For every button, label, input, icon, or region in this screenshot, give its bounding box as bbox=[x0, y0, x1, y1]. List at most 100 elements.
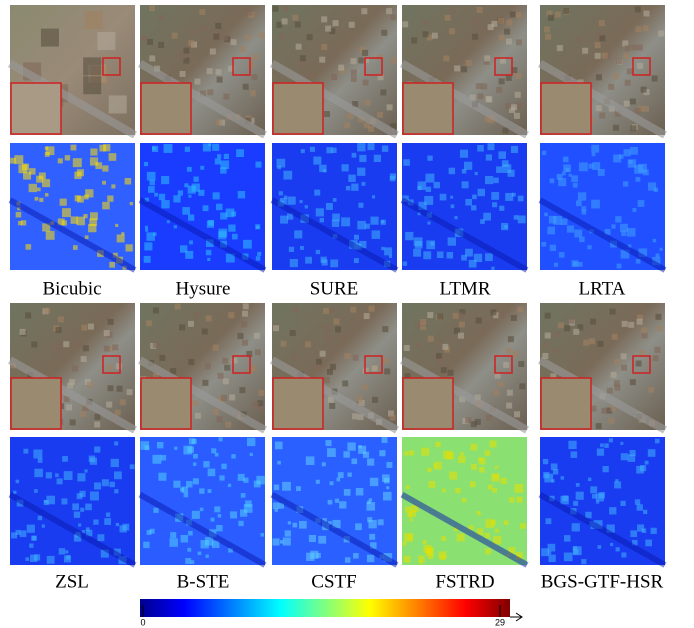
error-speck bbox=[457, 533, 465, 541]
texture bbox=[153, 307, 159, 313]
error-speck bbox=[347, 442, 355, 450]
error-map bbox=[140, 143, 265, 270]
error-speck bbox=[38, 458, 43, 463]
error-speck bbox=[460, 150, 468, 158]
error-speck bbox=[143, 542, 149, 548]
texture bbox=[557, 45, 563, 51]
texture bbox=[423, 31, 429, 37]
error-speck bbox=[427, 221, 430, 224]
texture bbox=[477, 7, 483, 13]
error-speck bbox=[280, 216, 288, 224]
error-speck bbox=[102, 165, 108, 171]
texture bbox=[335, 326, 341, 332]
error-speck bbox=[144, 256, 151, 263]
error-speck bbox=[435, 442, 440, 447]
image-tile bbox=[140, 303, 265, 430]
error-speck bbox=[597, 449, 604, 456]
texture bbox=[282, 18, 288, 24]
texture bbox=[542, 343, 548, 349]
texture bbox=[245, 34, 251, 40]
error-speck bbox=[188, 214, 194, 220]
texture bbox=[180, 71, 186, 77]
texture bbox=[81, 356, 87, 362]
texture bbox=[323, 325, 329, 331]
error-speck bbox=[576, 492, 584, 500]
error-speck bbox=[354, 235, 359, 240]
texture bbox=[411, 37, 417, 43]
error-speck bbox=[582, 210, 587, 215]
error-speck bbox=[60, 199, 67, 206]
error-speck bbox=[624, 149, 631, 156]
texture bbox=[31, 341, 37, 347]
error-speck bbox=[359, 155, 366, 162]
error-speck bbox=[571, 451, 577, 457]
error-speck bbox=[344, 489, 351, 496]
texture bbox=[475, 419, 481, 425]
error-speck bbox=[354, 258, 359, 263]
texture bbox=[460, 313, 466, 319]
texture bbox=[188, 40, 194, 46]
texture bbox=[498, 18, 504, 24]
error-speck bbox=[74, 512, 80, 518]
error-speck bbox=[111, 459, 119, 467]
error-speck bbox=[20, 530, 27, 537]
error-speck bbox=[75, 195, 81, 201]
error-speck bbox=[596, 500, 599, 503]
texture bbox=[506, 39, 512, 45]
texture bbox=[627, 68, 633, 74]
error-speck bbox=[102, 479, 109, 486]
error-speck bbox=[208, 143, 211, 146]
texture bbox=[246, 10, 252, 16]
error-speck bbox=[638, 164, 647, 173]
error-speck bbox=[561, 218, 568, 225]
error-speck bbox=[316, 480, 320, 484]
error-speck bbox=[611, 224, 615, 228]
texture bbox=[248, 62, 254, 68]
error-speck bbox=[285, 530, 291, 536]
texture bbox=[637, 44, 643, 50]
texture bbox=[615, 359, 621, 365]
texture bbox=[458, 333, 464, 339]
texture bbox=[383, 358, 389, 364]
texture bbox=[364, 313, 370, 319]
error-speck bbox=[185, 558, 191, 564]
texture bbox=[465, 417, 471, 423]
error-speck bbox=[346, 186, 351, 191]
error-speck bbox=[161, 200, 169, 208]
error-speck bbox=[609, 438, 613, 442]
texture bbox=[107, 385, 113, 391]
error-speck bbox=[309, 535, 316, 542]
zoom-inset bbox=[541, 378, 591, 429]
texture bbox=[329, 403, 335, 409]
error-speck bbox=[449, 472, 457, 480]
error-speck bbox=[185, 147, 190, 152]
error-speck bbox=[637, 504, 643, 510]
error-speck bbox=[469, 525, 474, 530]
error-speck bbox=[192, 511, 200, 519]
error-speck bbox=[359, 445, 362, 448]
error-speck bbox=[493, 178, 499, 184]
texture bbox=[149, 55, 155, 61]
error-speck bbox=[491, 267, 494, 270]
texture bbox=[352, 413, 358, 419]
texture bbox=[172, 33, 178, 39]
texture bbox=[555, 11, 561, 17]
texture bbox=[616, 58, 622, 64]
method-label: LRTA bbox=[579, 278, 626, 299]
texture bbox=[87, 382, 93, 388]
error-speck bbox=[16, 212, 22, 218]
error-speck bbox=[170, 532, 176, 538]
texture bbox=[607, 388, 613, 394]
error-speck bbox=[208, 220, 214, 226]
error-speck bbox=[635, 499, 640, 504]
error-speck bbox=[150, 529, 155, 534]
texture bbox=[387, 104, 393, 110]
error-speck bbox=[330, 259, 338, 267]
texture bbox=[207, 89, 213, 95]
colorbar-tick-label: 29 bbox=[495, 617, 505, 627]
error-speck bbox=[389, 255, 392, 258]
error-speck bbox=[485, 450, 491, 456]
texture bbox=[415, 322, 421, 328]
texture bbox=[420, 319, 426, 325]
error-speck bbox=[288, 521, 291, 524]
